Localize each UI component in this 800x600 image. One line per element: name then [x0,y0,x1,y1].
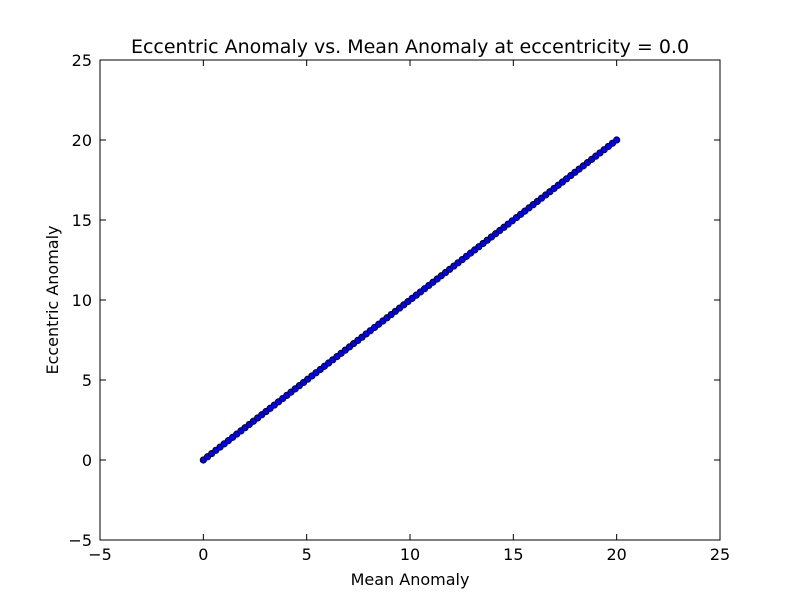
x-tick-label: 5 [302,545,312,564]
axis-ticks: −5 0 5 10 15 20 25 −5 0 5 10 15 20 25 [68,51,730,564]
data-point [613,136,621,144]
x-axis-label: Mean Anomaly [351,570,470,589]
y-axis-label: Eccentric Anomaly [43,225,62,374]
y-tick-label: 15 [72,211,92,230]
data-points [199,136,621,464]
x-tick-label: 0 [198,545,208,564]
y-tick-label: −5 [68,531,92,550]
y-tick-label: 0 [82,451,92,470]
x-tick-label: 25 [710,545,730,564]
x-tick-label: 15 [503,545,523,564]
x-tick-label: 10 [400,545,420,564]
y-tick-label: 25 [72,51,92,70]
x-tick-label: 20 [606,545,626,564]
y-tick-label: 5 [82,371,92,390]
plot-frame [99,59,721,541]
y-tick-label: 10 [72,291,92,310]
chart-title: Eccentric Anomaly vs. Mean Anomaly at ec… [131,36,689,58]
y-tick-label: 20 [72,131,92,150]
x-tick-label: −5 [88,545,112,564]
